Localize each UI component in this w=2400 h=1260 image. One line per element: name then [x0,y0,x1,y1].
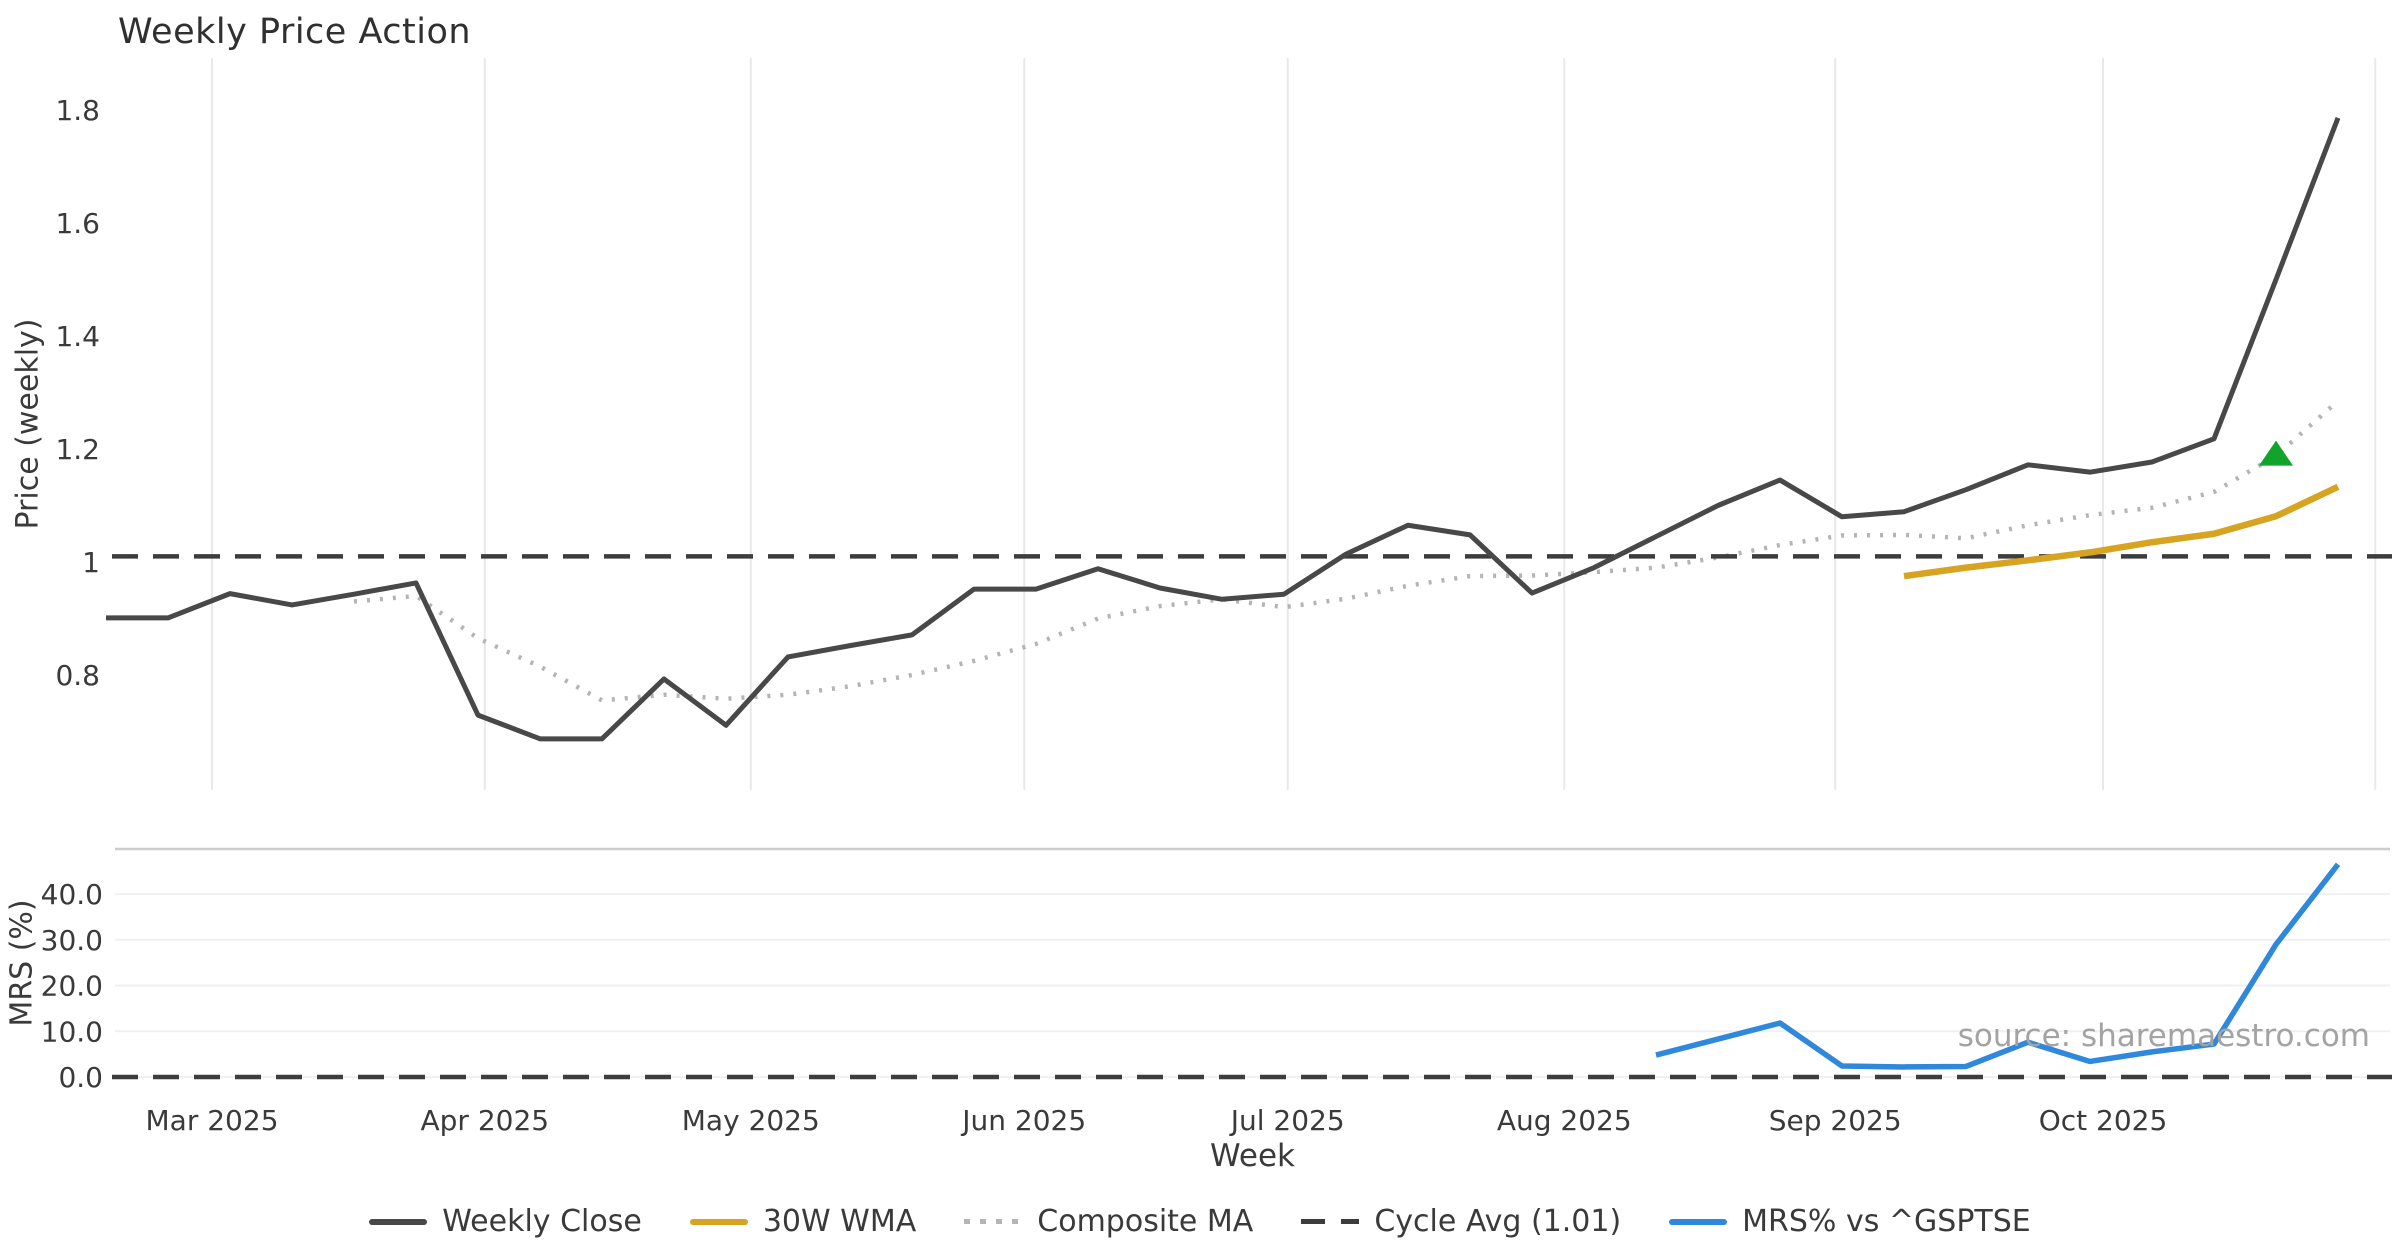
legend-item-composite-ma: Composite MA [964,1204,1253,1239]
source-watermark: source: sharemaestro.com [1957,1018,2370,1054]
legend-item-30w-wma: 30W WMA [689,1204,917,1239]
svg-text:1.6: 1.6 [55,207,100,240]
legend-item-mrs: MRS% vs ^GSPTSE [1669,1204,2031,1239]
weekly-close-line-swatch-icon [369,1218,428,1225]
svg-text:1.4: 1.4 [55,320,100,353]
svg-text:1: 1 [82,546,100,579]
svg-text:Jul 2025: Jul 2025 [1229,1104,1345,1137]
legend-label: Weekly Close [442,1204,642,1239]
svg-text:30.0: 30.0 [41,924,103,957]
legend-label: MRS% vs ^GSPTSE [1742,1204,2031,1239]
week-axis-title: Week [1210,1138,1295,1174]
legend-label: 30W WMA [762,1204,917,1239]
svg-text:Sep 2025: Sep 2025 [1769,1104,1902,1137]
wma-line-swatch-icon [689,1218,748,1225]
svg-text:10.0: 10.0 [41,1015,103,1048]
cycle-avg-dashed-swatch-icon [1301,1219,1360,1224]
price-axis-title: Price (weekly) [10,318,46,530]
legend-label: Cycle Avg (1.01) [1374,1204,1622,1239]
legend-item-cycle-avg: Cycle Avg (1.01) [1301,1204,1621,1239]
svg-text:0.8: 0.8 [55,659,100,692]
legend: Weekly Close 30W WMA Composite MA Cycle … [0,1204,2400,1239]
svg-text:Jun 2025: Jun 2025 [960,1104,1086,1137]
svg-text:Aug 2025: Aug 2025 [1497,1104,1632,1137]
svg-text:Apr 2025: Apr 2025 [421,1104,550,1137]
legend-item-weekly-close: Weekly Close [369,1204,642,1239]
chart-title: Weekly Price Action [118,12,472,52]
svg-text:Mar 2025: Mar 2025 [146,1104,279,1137]
mrs-line-swatch-icon [1669,1218,1728,1225]
mrs-axis-title: MRS (%) [4,899,40,1027]
svg-text:0.0: 0.0 [58,1061,103,1094]
svg-text:1.8: 1.8 [55,94,100,127]
svg-text:May 2025: May 2025 [682,1104,820,1137]
legend-label: Composite MA [1037,1204,1254,1239]
composite-ma-dotted-swatch-icon [964,1219,1023,1224]
svg-text:20.0: 20.0 [41,970,103,1003]
svg-text:1.2: 1.2 [55,433,100,466]
svg-text:Oct 2025: Oct 2025 [2039,1104,2168,1137]
svg-text:40.0: 40.0 [41,878,103,911]
